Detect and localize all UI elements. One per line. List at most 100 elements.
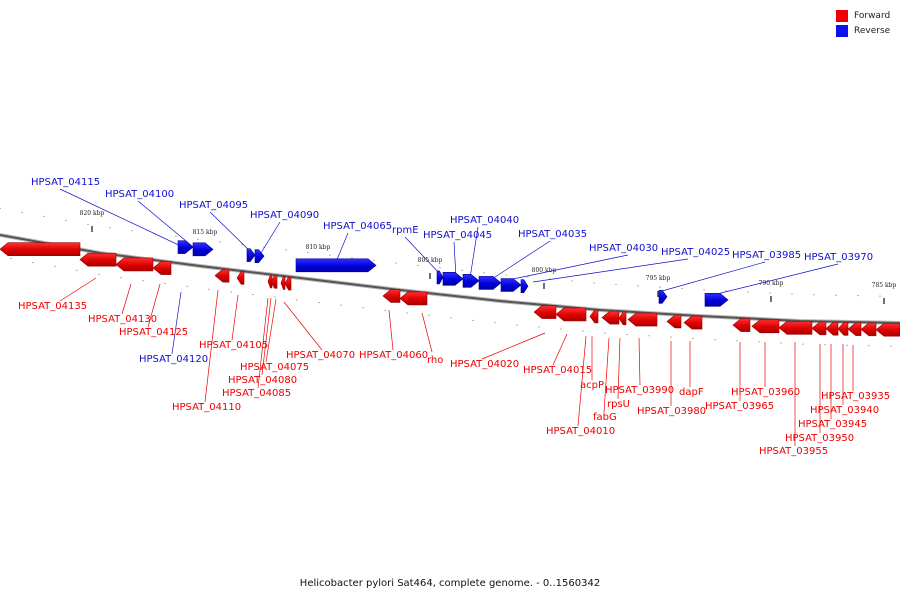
scale-tick-label: 795 kbp <box>646 275 671 282</box>
forward-gene-arrow <box>847 322 862 336</box>
gene-label: rpsU <box>607 399 630 410</box>
leader-line <box>661 261 766 292</box>
gene-label: HPSAT_03970 <box>804 252 873 263</box>
leader-line <box>257 297 269 389</box>
leader-line <box>491 240 551 280</box>
gene-label: HPSAT_04100 <box>105 189 174 200</box>
gene-label: HPSAT_04130 <box>88 314 157 325</box>
leader-line <box>231 294 239 341</box>
gene-label: HPSAT_04040 <box>450 215 519 226</box>
forward-gene-arrow <box>875 322 900 337</box>
gene-label: HPSAT_04085 <box>222 388 291 399</box>
leader-line <box>204 289 219 403</box>
leader-line <box>209 211 253 254</box>
leader-line <box>260 221 281 254</box>
gene-label: HPSAT_04070 <box>286 350 355 361</box>
gene-label: HPSAT_03985 <box>732 250 801 261</box>
reverse-gene-arrow <box>520 279 529 294</box>
forward-gene-arrow <box>732 318 751 332</box>
leader-line <box>453 241 457 279</box>
gene-label: HPSAT_03980 <box>637 406 706 417</box>
forward-gene-arrow <box>79 252 117 267</box>
forward-gene-arrow <box>399 291 428 306</box>
gene-label: HPSAT_03960 <box>731 387 800 398</box>
forward-gene-arrow <box>236 271 245 285</box>
gene-label: HPSAT_03940 <box>810 405 879 416</box>
forward-gene-arrow <box>601 310 620 325</box>
reverse-gene-arrow <box>295 258 377 273</box>
scale-tick-label: 820 kbp <box>80 210 105 217</box>
forward-gene-arrow <box>683 315 703 330</box>
leader-line <box>603 337 610 413</box>
gene-label: HPSAT_04115 <box>31 177 100 188</box>
reverse-gene-arrow <box>177 240 194 254</box>
reverse-gene-arrow <box>442 272 464 286</box>
gene-label: HPSAT_04080 <box>228 375 297 386</box>
gene-label: HPSAT_04060 <box>359 350 428 361</box>
gene-label: rho <box>427 355 443 366</box>
map-caption: Helicobacter pylori Sat464, complete gen… <box>299 578 601 589</box>
gene-label: HPSAT_03955 <box>759 446 828 457</box>
reverse-gene-arrow <box>704 293 729 307</box>
gene-label: HPSAT_04065 <box>323 221 392 232</box>
forward-gene-arrow <box>825 321 839 336</box>
leader-line <box>283 301 323 351</box>
gene-label: acpP <box>580 380 604 391</box>
leader-line <box>404 236 442 276</box>
label-leader-lines <box>59 188 854 446</box>
gene-label: HPSAT_03950 <box>785 433 854 444</box>
leader-line <box>469 226 479 279</box>
gene-label: HPSAT_04010 <box>546 426 615 437</box>
leader-line <box>121 283 132 315</box>
leader-line <box>481 332 546 360</box>
leader-line <box>171 291 182 355</box>
forward-gene-arrow <box>382 289 401 303</box>
forward-gene-arrow <box>778 320 813 335</box>
gene-features <box>0 240 900 337</box>
leader-line <box>388 309 394 351</box>
forward-gene-arrow <box>627 312 658 327</box>
leader-line <box>512 254 629 280</box>
forward-gene-arrow <box>837 322 849 336</box>
forward-gene-arrow <box>270 275 278 289</box>
legend-reverse-label: Reverse <box>854 25 891 36</box>
legend: Forward Reverse <box>836 8 890 38</box>
scale-tick-label: 790 kbp <box>759 280 784 287</box>
forward-gene-arrow <box>589 309 599 324</box>
gene-label: HPSAT_04030 <box>589 243 658 254</box>
forward-gene-arrow <box>618 311 627 326</box>
gene-label: HPSAT_04015 <box>523 365 592 376</box>
scale-tick-label: 815 kbp <box>193 229 218 236</box>
scale-tick-label: 800 kbp <box>532 267 557 274</box>
forward-gene-arrow <box>214 268 230 283</box>
forward-gene-arrow <box>533 305 557 319</box>
leader-line <box>59 277 97 302</box>
reverse-swatch <box>836 24 848 37</box>
leader-line <box>147 283 161 328</box>
gene-label: HPSAT_04020 <box>450 359 519 370</box>
gene-label: HPSAT_03990 <box>605 385 674 396</box>
leader-line <box>638 337 641 386</box>
legend-forward: Forward <box>836 8 890 23</box>
gene-label: HPSAT_04095 <box>179 200 248 211</box>
scale-tick-label: 785 kbp <box>872 282 897 289</box>
leader-line <box>532 258 689 283</box>
leader-line <box>716 263 839 295</box>
forward-gene-arrow <box>555 307 587 322</box>
forward-gene-arrow <box>280 276 286 290</box>
reverse-gene-arrow <box>246 248 256 262</box>
reverse-gene-arrow <box>436 270 444 285</box>
gene-label: rpmE <box>392 225 419 236</box>
gene-label: HPSAT_04125 <box>119 327 188 338</box>
forward-gene-arrow <box>811 321 827 336</box>
gene-label: HPSAT_04025 <box>661 247 730 258</box>
leader-line <box>265 298 277 363</box>
gene-label: HPSAT_03965 <box>705 401 774 412</box>
leader-line <box>421 312 433 353</box>
gene-label: HPSAT_03935 <box>821 391 890 402</box>
reverse-gene-arrow <box>254 249 265 263</box>
gene-label: HPSAT_04035 <box>518 229 587 240</box>
leader-line <box>335 232 349 263</box>
